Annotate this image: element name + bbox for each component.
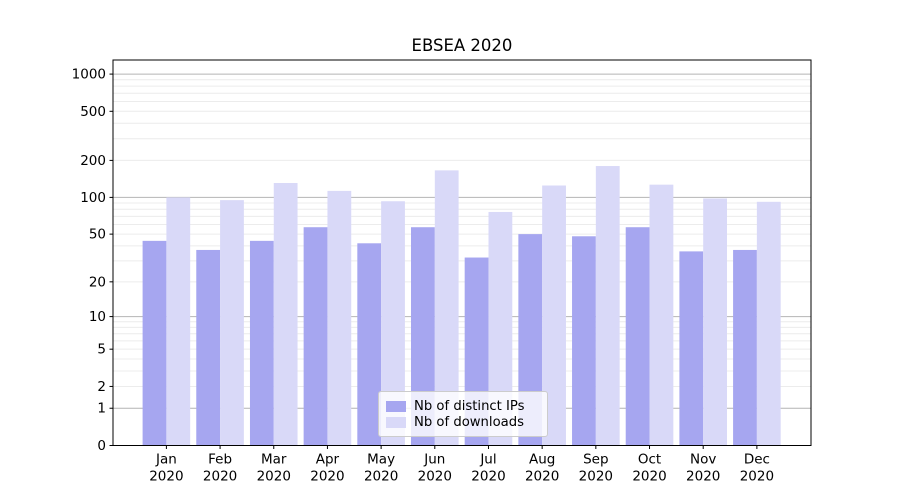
x-tick-label-year-aug: 2020 [525,469,559,485]
plot-frame [112,59,812,446]
bar-distinct-ips-dec [733,249,757,446]
bar-downloads-may [381,201,405,446]
x-tick-label-month-apr: Apr [316,452,340,468]
y-tick-label-2: 2 [97,379,106,395]
x-tick-label-year-apr: 2020 [310,469,344,485]
x-tick-label-year-nov: 2020 [686,469,720,485]
x-tick-label-month-aug: Aug [529,452,555,468]
y-tick-label-50: 50 [89,227,106,243]
bar-downloads-feb [220,200,244,446]
x-tick-label-year-jun: 2020 [418,469,452,485]
bar-downloads-apr [327,190,352,446]
x-tick-label-month-jan: Jan [155,452,177,468]
x-tick-label-year-oct: 2020 [632,469,666,485]
x-tick-label-month-oct: Oct [638,452,661,468]
bar-downloads-nov [703,198,727,446]
bar-distinct-ips-may [357,243,382,446]
bar-distinct-ips-apr [303,227,328,446]
bar-downloads-mar [273,183,298,446]
bar-distinct-ips-jan [142,240,167,446]
y-tick-label-200: 200 [80,153,106,169]
legend-item-downloads: Nb of downloads [386,414,538,430]
bar-distinct-ips-jun [411,227,435,446]
bar-downloads-jun [434,170,459,446]
bar-downloads-jul [488,211,513,446]
bar-downloads-dec [756,201,781,446]
y-tick-label-0: 0 [97,438,106,454]
x-tick-label-year-feb: 2020 [203,469,237,485]
bar-downloads-jan [166,197,191,446]
x-tick-label-month-sep: Sep [583,452,608,468]
y-tick-label-10: 10 [89,309,106,325]
legend-label-downloads: Nb of downloads [414,414,524,430]
x-tick-label-month-feb: Feb [208,452,232,468]
y-tick-label-100: 100 [80,190,106,206]
x-tick-label-month-mar: Mar [261,452,287,468]
x-tick-label-year-dec: 2020 [740,469,774,485]
bar-distinct-ips-sep [572,236,596,446]
y-tick-label-1: 1 [97,401,106,417]
y-tick-label-1000: 1000 [72,67,106,83]
bar-distinct-ips-nov [679,251,704,446]
x-tick-label-month-nov: Nov [690,452,716,468]
y-tick-label-5: 5 [97,342,106,358]
legend-swatch-downloads [386,416,406,428]
x-tick-label-year-jan: 2020 [149,469,183,485]
x-tick-label-year-jul: 2020 [471,469,505,485]
x-tick-label-month-jun: Jun [423,452,445,468]
bar-distinct-ips-feb [196,249,221,446]
y-tick-label-500: 500 [80,104,106,120]
bar-downloads-oct [649,184,674,446]
x-tick-label-month-may: May [367,452,395,468]
bar-downloads-sep [595,166,620,446]
bar-distinct-ips-mar [249,240,274,446]
bar-distinct-ips-oct [625,227,650,446]
bar-downloads-aug [542,185,566,446]
legend-swatch-distinct-ips [386,400,406,412]
legend: Nb of distinct IPs Nb of downloads [378,391,548,437]
legend-label-distinct-ips: Nb of distinct IPs [414,398,525,414]
y-tick-label-20: 20 [89,274,106,290]
x-tick-label-year-sep: 2020 [579,469,613,485]
x-tick-label-month-dec: Dec [744,452,770,468]
x-tick-label-year-may: 2020 [364,469,398,485]
x-tick-label-year-mar: 2020 [257,469,291,485]
x-tick-label-month-jul: Jul [479,452,496,468]
chart-title: EBSEA 2020 [411,36,513,55]
legend-item-distinct-ips: Nb of distinct IPs [386,398,538,414]
